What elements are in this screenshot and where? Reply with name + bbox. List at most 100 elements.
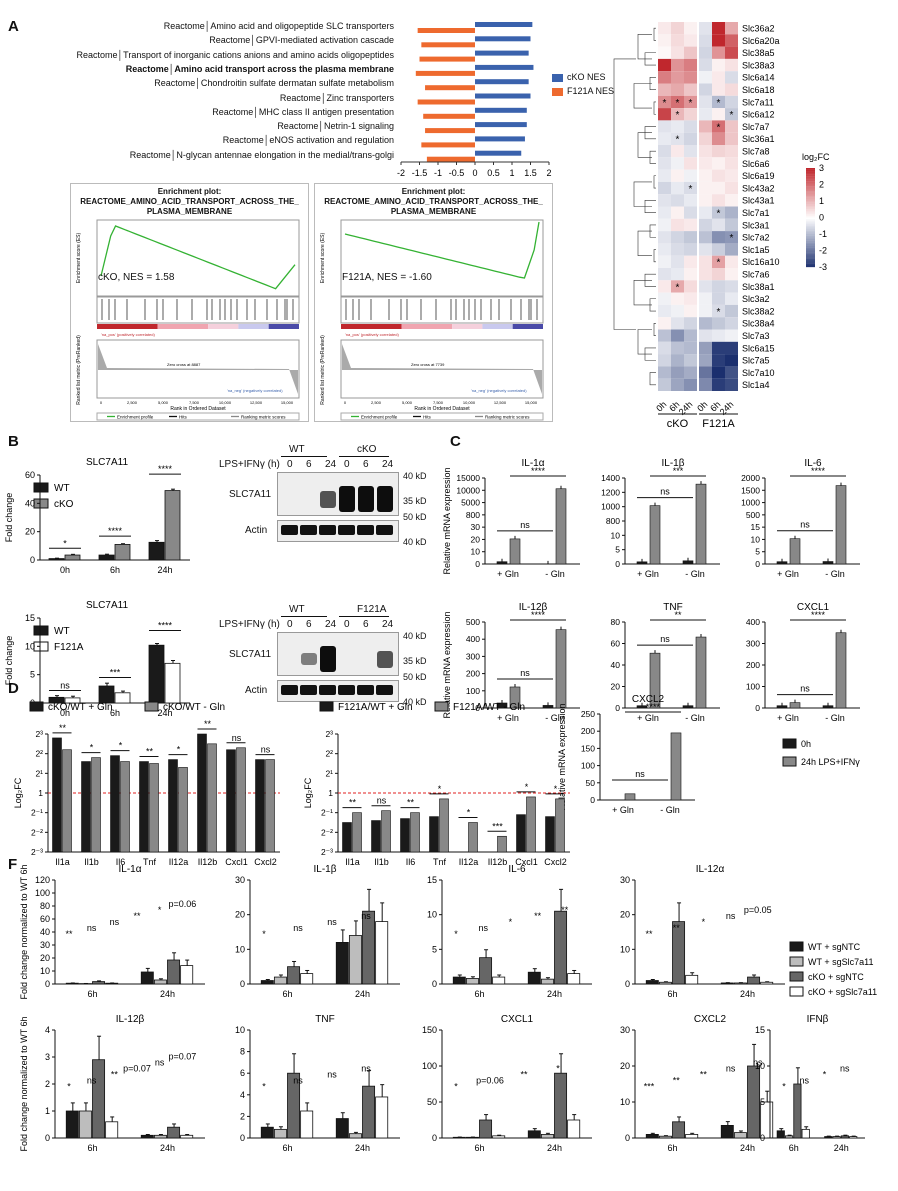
sig-label: *	[454, 929, 458, 939]
heatmap-star: *	[676, 135, 680, 146]
dendrogram-branch	[653, 27, 656, 41]
chart-title: CXCL2	[632, 694, 665, 705]
y-tick-label: 30	[620, 875, 630, 885]
legend-label: F121A	[54, 642, 84, 653]
legend-swatch	[789, 941, 804, 952]
heatmap-gene-label: Slc3a2	[742, 294, 770, 304]
chart-title: IL-6	[508, 864, 526, 875]
dendrogram-branch	[653, 175, 656, 189]
y-tick-label: 200	[581, 726, 595, 736]
sig-label: ****	[646, 702, 661, 712]
nes-bar-f121a	[417, 28, 475, 33]
heatmap-cell	[699, 378, 712, 391]
gsea-title-line1: Enrichment plot:	[401, 187, 466, 196]
sig-label: ****	[531, 466, 546, 476]
gsea-legend-label: Ranking metric scores	[485, 415, 530, 420]
heatmap-cell	[684, 341, 697, 355]
y-tick-label: 10	[620, 1097, 630, 1107]
heatmap-cell	[684, 95, 697, 109]
y-tick-label: 200	[746, 660, 760, 670]
dendrogram-branch	[637, 132, 652, 158]
y-tick-label: 15000	[456, 473, 480, 483]
x-tick-label: Cxcl2	[254, 857, 277, 867]
heatmap-cell	[684, 366, 697, 379]
chart-title: IL-1α	[521, 458, 544, 469]
data-bar	[300, 1110, 314, 1139]
es-frame	[96, 219, 300, 297]
sig-label: ns	[261, 745, 271, 755]
gsea-legend-frame	[96, 412, 300, 421]
slc-heatmap: * * * ** *********Slc36a2Slc6a20aSlc38a5Slc3…	[613, 22, 830, 430]
enrichment-profile	[100, 225, 296, 290]
sig-label: p=0.07	[123, 1063, 151, 1073]
heatmap-cell	[712, 71, 725, 84]
heatmap-cell	[684, 181, 697, 195]
y-tick-label: 60	[25, 470, 35, 480]
sig-label: ****	[158, 464, 173, 474]
sig-label: ns	[753, 1057, 763, 1067]
scale-bar-segment	[806, 232, 815, 235]
x-tick-label: + Gln	[637, 713, 659, 723]
scale-bar-segment	[806, 242, 815, 245]
legend-label: WT	[54, 626, 70, 637]
legend-label: WT	[54, 483, 70, 494]
nes-bar-f121a	[415, 70, 475, 76]
blot-slc7a11-band	[277, 472, 399, 516]
y-tick-label: 10000	[456, 485, 480, 495]
es-ylabel: Enrichment score (ES)	[320, 233, 326, 284]
data-bar	[52, 737, 62, 853]
blot-lane-label: 6	[363, 619, 369, 630]
data-bar	[429, 816, 439, 853]
heatmap-cell	[684, 46, 697, 59]
sig-label: p=0.06	[476, 1075, 504, 1085]
heatmap-cell	[684, 58, 697, 72]
heatmap-cell	[712, 145, 725, 158]
y-tick-label: 5	[755, 547, 760, 557]
data-bar	[492, 976, 506, 985]
y-tick-label: 250	[581, 709, 595, 719]
heatmap-cell	[658, 34, 671, 47]
sig-label: ns	[660, 487, 670, 497]
data-bar	[554, 910, 568, 985]
x-tick-label: Il1a	[55, 857, 70, 867]
blot-actin-signal	[300, 525, 317, 535]
heatmap-cell	[725, 231, 738, 244]
x-tick-label: + Gln	[777, 713, 799, 723]
heatmap-cell	[671, 292, 684, 305]
heatmap-cell	[658, 329, 671, 342]
data-bar	[81, 761, 91, 853]
pos-tag: 'na_pos' (positively correlated)	[345, 332, 399, 337]
sig-label: *	[262, 1081, 266, 1091]
gsea-xlabel: Rank in Ordered Dataset	[170, 406, 226, 412]
heatmap-cell	[671, 83, 684, 96]
data-bar	[300, 973, 314, 985]
data-bar	[207, 743, 217, 853]
heatmap-gene-label: Slc7a3	[742, 331, 770, 341]
y-tick-label: 1000	[601, 502, 620, 512]
y-tick-label: 20	[620, 1061, 630, 1071]
heatmap-cell	[725, 34, 738, 47]
x-tick-label: Il6	[406, 857, 416, 867]
heatmap-cell	[658, 292, 671, 305]
data-bar	[287, 966, 301, 985]
rank-color-bar	[512, 324, 543, 329]
heatmap-cell	[712, 268, 725, 281]
nes-term-label: Reactome│MHC class II antigen presentati…	[212, 106, 394, 117]
blot-band-signal	[358, 486, 374, 512]
heatmap-cell	[712, 194, 725, 207]
heatmap-gene-label: Slc7a6	[742, 270, 770, 280]
y-tick-label: 0	[755, 703, 760, 713]
heatmap-cell	[671, 206, 684, 219]
sig-label: ****	[158, 621, 173, 631]
y-tick-label: 0	[475, 703, 480, 713]
y-tick-label: 10	[235, 944, 245, 954]
heatmap-cell	[699, 341, 712, 355]
gsea-legend-label: Hits	[423, 415, 431, 420]
heatmap-cell	[671, 378, 684, 391]
sig-label: *	[177, 745, 181, 755]
kd-marker: 40 kD	[403, 697, 427, 707]
scale-tick: 2	[819, 180, 824, 190]
kd-marker: 40 kD	[403, 471, 427, 481]
heatmap-cell	[725, 157, 738, 170]
rank-color-bar	[482, 324, 513, 329]
